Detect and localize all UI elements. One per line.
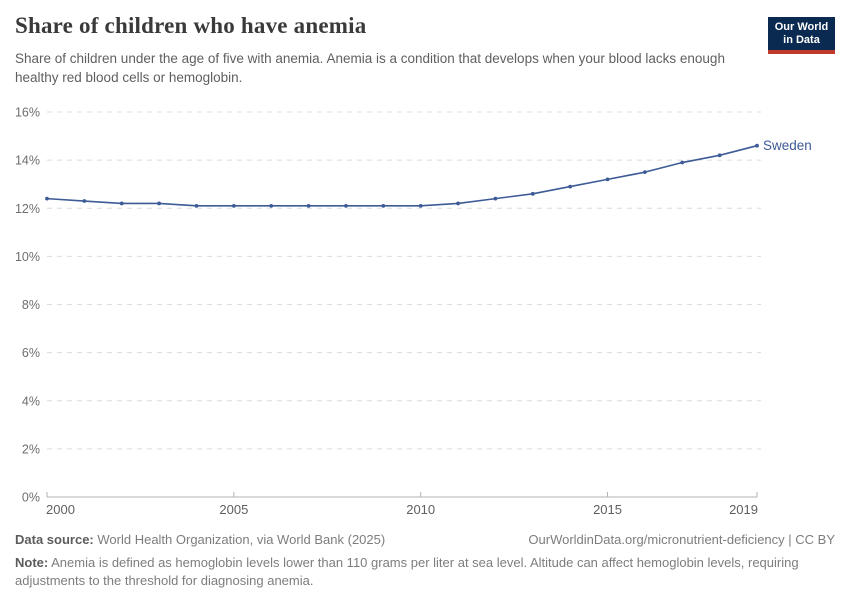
owid-logo-line2: in Data <box>783 34 820 46</box>
data-point <box>530 191 535 196</box>
data-line <box>46 144 758 207</box>
chart-subtitle: Share of children under the age of five … <box>15 50 725 85</box>
y-tick-label: 0% <box>22 491 40 505</box>
data-point <box>568 184 573 189</box>
data-source-value: World Health Organization, via World Ban… <box>97 532 386 547</box>
x-tick-label: 2010 <box>406 502 435 517</box>
data-point <box>306 203 311 208</box>
x-tick-label: 2015 <box>593 502 622 517</box>
data-point <box>269 203 274 208</box>
data-source: Data source: World Health Organization, … <box>15 531 385 549</box>
y-tick-label: 16% <box>15 106 40 120</box>
x-tick-label: 2000 <box>46 502 75 517</box>
x-tick-label: 2019 <box>729 502 758 517</box>
y-tick-label: 8% <box>22 298 40 312</box>
chart-note: Note: Anemia is defined as hemoglobin le… <box>15 554 835 590</box>
chart-header: Share of children who have anemia Our Wo… <box>15 12 835 87</box>
page-title: Share of children who have anemia <box>15 13 367 38</box>
chart-note-text: Anemia is defined as hemoglobin levels l… <box>15 555 799 589</box>
data-point <box>381 203 386 208</box>
y-tick-label: 4% <box>22 394 40 408</box>
data-point <box>642 170 647 175</box>
data-point <box>231 203 236 208</box>
data-point <box>82 199 87 203</box>
data-point <box>45 196 49 201</box>
owid-logo-line1: Our World <box>774 21 829 33</box>
data-source-label: Data source: <box>15 532 94 547</box>
chart-note-label: Note: <box>15 555 49 571</box>
data-point <box>755 143 759 148</box>
y-tick-label: 2% <box>22 442 40 456</box>
x-tick-label: 2005 <box>219 502 248 517</box>
y-tick-label: 10% <box>15 250 40 264</box>
owid-logo: Our World in Data <box>768 17 835 54</box>
y-tick-label: 14% <box>15 154 40 168</box>
series-end-label: Sweden <box>763 138 812 153</box>
data-point <box>157 201 162 206</box>
data-point <box>119 201 124 206</box>
data-point <box>493 196 498 201</box>
attribution: OurWorldinData.org/micronutrient-deficie… <box>528 532 835 547</box>
source-row: Data source: World Health Organization, … <box>15 531 835 549</box>
data-point <box>194 203 199 208</box>
data-point <box>344 203 348 208</box>
y-tick-label: 6% <box>22 346 40 360</box>
chart-footer: Data source: World Health Organization, … <box>15 531 835 591</box>
data-point <box>717 153 722 158</box>
y-tick-label: 12% <box>15 202 40 216</box>
data-point <box>456 201 460 206</box>
data-point <box>605 177 610 182</box>
data-point <box>418 203 423 208</box>
data-point <box>680 160 685 165</box>
